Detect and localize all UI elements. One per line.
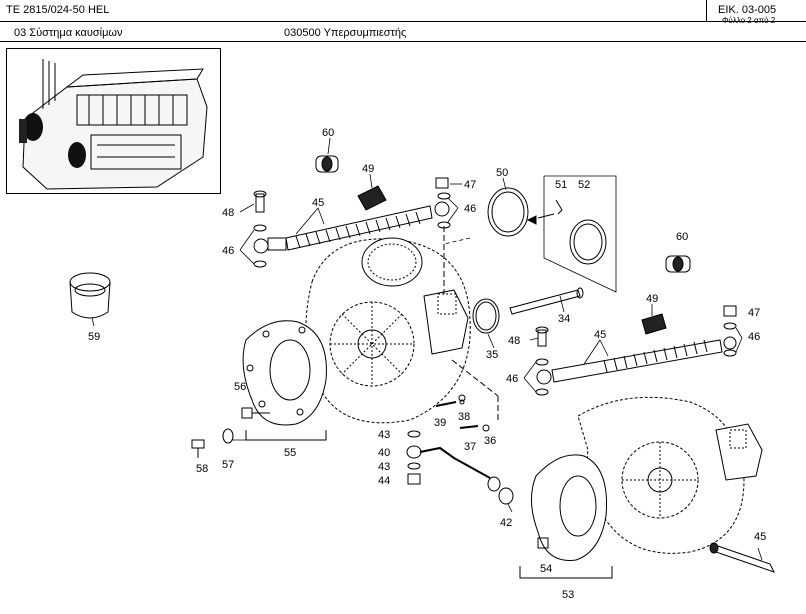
engine-overview-drawing <box>19 59 208 190</box>
callout-43b: 43 <box>378 461 390 473</box>
callout-43a: 43 <box>378 429 390 441</box>
bolt-56 <box>241 407 253 419</box>
callout-36: 36 <box>484 435 496 447</box>
callout-45c: 45 <box>754 531 766 543</box>
callout-60b: 60 <box>676 231 688 243</box>
callout-56: 56 <box>234 381 246 393</box>
callout-59: 59 <box>88 331 100 343</box>
header-vertical-rule <box>706 0 707 22</box>
banjo-bolt-head-upper <box>253 190 267 198</box>
callout-46a: 46 <box>222 245 234 257</box>
bracket-55 <box>245 430 327 441</box>
turbocharger-lower <box>577 396 763 554</box>
callout-52: 52 <box>578 179 590 191</box>
nut-36 <box>482 424 490 432</box>
cap-60-lower <box>665 255 691 273</box>
sleeve-49-upper <box>357 185 387 211</box>
engine-overview-thumbnail <box>6 48 221 194</box>
callout-48b: 48 <box>508 335 520 347</box>
callout-39: 39 <box>434 417 446 429</box>
banjo-bolt-47-upper <box>435 177 449 189</box>
bolt-37 <box>459 425 479 429</box>
callout-48a: 48 <box>222 207 234 219</box>
callout-42: 42 <box>500 517 512 529</box>
callout-34: 34 <box>558 313 570 325</box>
bolt-39 <box>435 401 457 407</box>
plug-42 <box>498 487 514 505</box>
seal-ring-46-upper-b <box>253 260 267 268</box>
callout-54: 54 <box>540 563 552 575</box>
callout-47a: 47 <box>464 179 476 191</box>
v-band-clamp-50 <box>487 187 529 237</box>
callout-47b: 47 <box>748 307 760 319</box>
header-bottom-rule <box>0 41 806 42</box>
callout-46c: 46 <box>506 373 518 385</box>
callout-50: 50 <box>496 167 508 179</box>
callout-38: 38 <box>458 411 470 423</box>
clamp-arrow <box>537 213 555 219</box>
bracket-53 <box>519 566 613 579</box>
callout-49b: 49 <box>646 293 658 305</box>
seal-ring-46-upper-a <box>253 224 267 232</box>
bearing-housing <box>423 289 469 355</box>
clamp-bolt-51 <box>555 199 563 215</box>
callout-44: 44 <box>378 475 390 487</box>
cap-60-upper <box>315 155 339 173</box>
seal-ring-43-a <box>407 430 421 438</box>
flange-plate-53 <box>531 454 608 561</box>
callout-37: 37 <box>464 441 476 453</box>
model-number: TE 2815/024-50 HEL <box>6 4 110 16</box>
callout-45b: 45 <box>594 329 606 341</box>
lower-oil-line-assembly <box>535 305 737 396</box>
bolt-44 <box>407 473 421 485</box>
callout-51: 51 <box>555 179 567 191</box>
callout-58: 58 <box>196 463 208 475</box>
turbine-outlet <box>361 237 423 287</box>
seal-ring-upper-right-a <box>437 192 451 200</box>
hose-upper <box>285 205 433 251</box>
callout-35: 35 <box>486 349 498 361</box>
clamp-group <box>487 175 617 293</box>
callout-55: 55 <box>284 447 296 459</box>
leader-lines <box>91 137 763 561</box>
pipe-45-lower <box>711 543 775 573</box>
clamp-bracket-lines <box>543 175 617 293</box>
washer-57 <box>222 428 234 444</box>
callout-46d: 46 <box>748 331 760 343</box>
flange-plate-55 <box>242 320 327 426</box>
system-title: 03 Σύστημα καυσίμων <box>14 27 123 39</box>
callout-40: 40 <box>378 447 390 459</box>
upper-oil-line-assembly <box>253 155 451 268</box>
v-band-clamp-52 <box>569 219 607 265</box>
seal-ring-43-b <box>407 462 421 470</box>
header-divider <box>0 21 806 22</box>
turbocharger-main <box>305 226 499 424</box>
callout-45a: 45 <box>312 197 324 209</box>
callout-60a: 60 <box>322 127 334 139</box>
sleeve-49-lower <box>641 313 667 335</box>
callout-46b: 46 <box>464 203 476 215</box>
banjo-40 <box>406 445 422 459</box>
callout-49a: 49 <box>362 163 374 175</box>
banjo-fitting-upper-right <box>434 201 450 217</box>
banjo-bolt-48-upper <box>255 193 265 213</box>
cup-59 <box>69 272 111 319</box>
hose-end-upper-left <box>267 237 287 251</box>
callout-labels: 60 49 50 51 52 47 48 45 46 46 60 59 49 4… <box>88 127 766 601</box>
assembly-title: 030500 Υπερσυμπιεστής <box>284 27 407 39</box>
sheet-number: Φύλλο 2 από 2 <box>722 16 776 25</box>
oil-drain-pipe <box>419 446 491 479</box>
figure-number: ΕΙΚ. 03-005 <box>718 4 777 16</box>
callout-57: 57 <box>222 459 234 471</box>
callout-53: 53 <box>562 589 574 601</box>
pipe-34 <box>509 289 581 315</box>
washer-38 <box>458 394 466 402</box>
banjo-fitting-upper-left <box>253 238 269 254</box>
bolt-58 <box>191 439 205 449</box>
o-ring-35 <box>472 298 500 334</box>
